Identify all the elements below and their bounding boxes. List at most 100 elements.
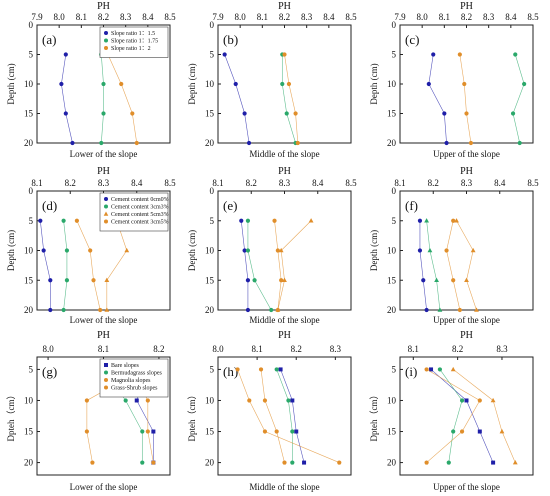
y-axis-title: Depth (cm) <box>6 230 16 271</box>
y-tick-label: 5 <box>210 216 215 226</box>
x-tick-label: 8.4 <box>505 12 517 22</box>
x-tick-label: 8.0 <box>54 12 66 22</box>
x-tick-label: 8.0 <box>42 344 54 354</box>
x-tick-label: 8.2 <box>291 344 302 354</box>
panel-label: (h) <box>223 364 238 379</box>
panel-label: (f) <box>405 198 418 213</box>
data-point <box>70 140 75 146</box>
x-tick-label: 8.2 <box>279 12 290 22</box>
data-point <box>274 429 279 434</box>
series-line <box>76 220 101 311</box>
data-point <box>48 307 53 313</box>
data-point <box>239 218 244 223</box>
data-point <box>462 81 467 87</box>
x-tick-label: 8.1 <box>31 178 42 188</box>
data-point <box>91 278 96 283</box>
series-line <box>446 220 461 311</box>
x-axis-title: PH <box>97 330 110 341</box>
data-point <box>48 278 53 283</box>
y-axis-title: Depth (cm) <box>187 63 197 104</box>
x-tick-label: 8.1 <box>76 12 87 22</box>
y-tick-label: 15 <box>24 427 34 437</box>
data-point <box>457 52 462 57</box>
legend-label: Slope ratio 1：1.5 <box>111 31 155 37</box>
data-point <box>134 140 139 146</box>
data-point <box>451 429 456 434</box>
y-tick-label: 5 <box>29 216 34 226</box>
data-point <box>442 111 447 116</box>
x-tick-label: 8.1 <box>251 344 262 354</box>
x-tick-label: 8.5 <box>164 178 176 188</box>
y-tick-label: 15 <box>205 109 215 119</box>
data-point <box>490 397 496 403</box>
panel-label: (i) <box>405 364 417 379</box>
y-tick-label: 0 <box>210 20 215 30</box>
legend-label: Bare slopes <box>111 363 139 369</box>
x-tick-label: 8.4 <box>312 178 324 188</box>
y-tick-label: 20 <box>205 138 215 148</box>
y-tick-label: 5 <box>29 364 34 374</box>
plot-frame <box>399 356 534 476</box>
legend-box <box>99 358 169 398</box>
panel-label: (g) <box>42 364 57 379</box>
data-point <box>59 81 64 87</box>
plot-frame <box>217 190 352 311</box>
data-point <box>104 307 110 312</box>
legend-box <box>99 192 169 232</box>
data-point <box>63 111 68 116</box>
data-point <box>308 218 314 223</box>
plot-frame <box>399 24 534 144</box>
y-tick-label: 0 <box>29 186 34 196</box>
data-point <box>424 367 429 372</box>
data-point <box>258 367 264 372</box>
data-point <box>74 218 79 223</box>
data-point <box>41 248 46 253</box>
legend-label: Cement content 3cm3% <box>111 205 169 211</box>
data-point <box>294 429 299 434</box>
legend-marker <box>104 219 108 224</box>
data-point <box>269 307 274 313</box>
x-tick-label: 8.1 <box>212 178 223 188</box>
data-point <box>477 429 482 434</box>
data-point <box>446 460 451 465</box>
data-point <box>90 460 95 465</box>
x-tick-label: 8.1 <box>439 12 450 22</box>
legend-marker <box>104 31 108 35</box>
data-point <box>245 248 251 253</box>
legend-label: Bermudagrass slopes <box>111 371 162 377</box>
data-point <box>130 111 135 116</box>
series-line <box>61 54 73 144</box>
series-line <box>63 220 68 311</box>
legend-marker <box>104 378 108 382</box>
data-point <box>242 248 247 253</box>
x-tick-label: 7.9 <box>212 12 224 22</box>
panel-caption: Upper of the slope <box>433 315 500 325</box>
x-axis-title: PH <box>278 330 291 341</box>
panel-label: (e) <box>223 198 237 213</box>
y-tick-label: 15 <box>387 109 397 119</box>
data-point <box>63 52 68 57</box>
data-point <box>464 277 469 283</box>
x-tick-label: 8.3 <box>483 12 495 22</box>
data-point <box>119 81 124 87</box>
data-point <box>140 460 145 465</box>
series-line <box>237 369 340 463</box>
data-point <box>427 247 433 253</box>
panel-caption: Lower of the slope <box>70 315 138 325</box>
y-tick-label: 5 <box>392 216 397 226</box>
data-point <box>424 218 429 223</box>
data-point <box>474 307 479 312</box>
x-tick-label: 8.3 <box>496 344 508 354</box>
data-point <box>247 398 252 403</box>
panel-caption: Lower of the slope <box>70 482 138 492</box>
x-tick-label: 8.2 <box>461 12 472 22</box>
data-point <box>61 307 66 313</box>
chart-panel-h: 8.0 8.1 8.2 8.3 PH 5 10 15 20 Dpteh（cm） (h) Middle … <box>187 330 352 492</box>
legend-marker <box>104 363 108 367</box>
x-tick-label: 8.2 <box>98 12 109 22</box>
panel-caption: Middle of the slope <box>249 315 319 325</box>
series-line <box>428 54 447 144</box>
data-point <box>437 307 443 312</box>
data-point <box>123 398 128 403</box>
